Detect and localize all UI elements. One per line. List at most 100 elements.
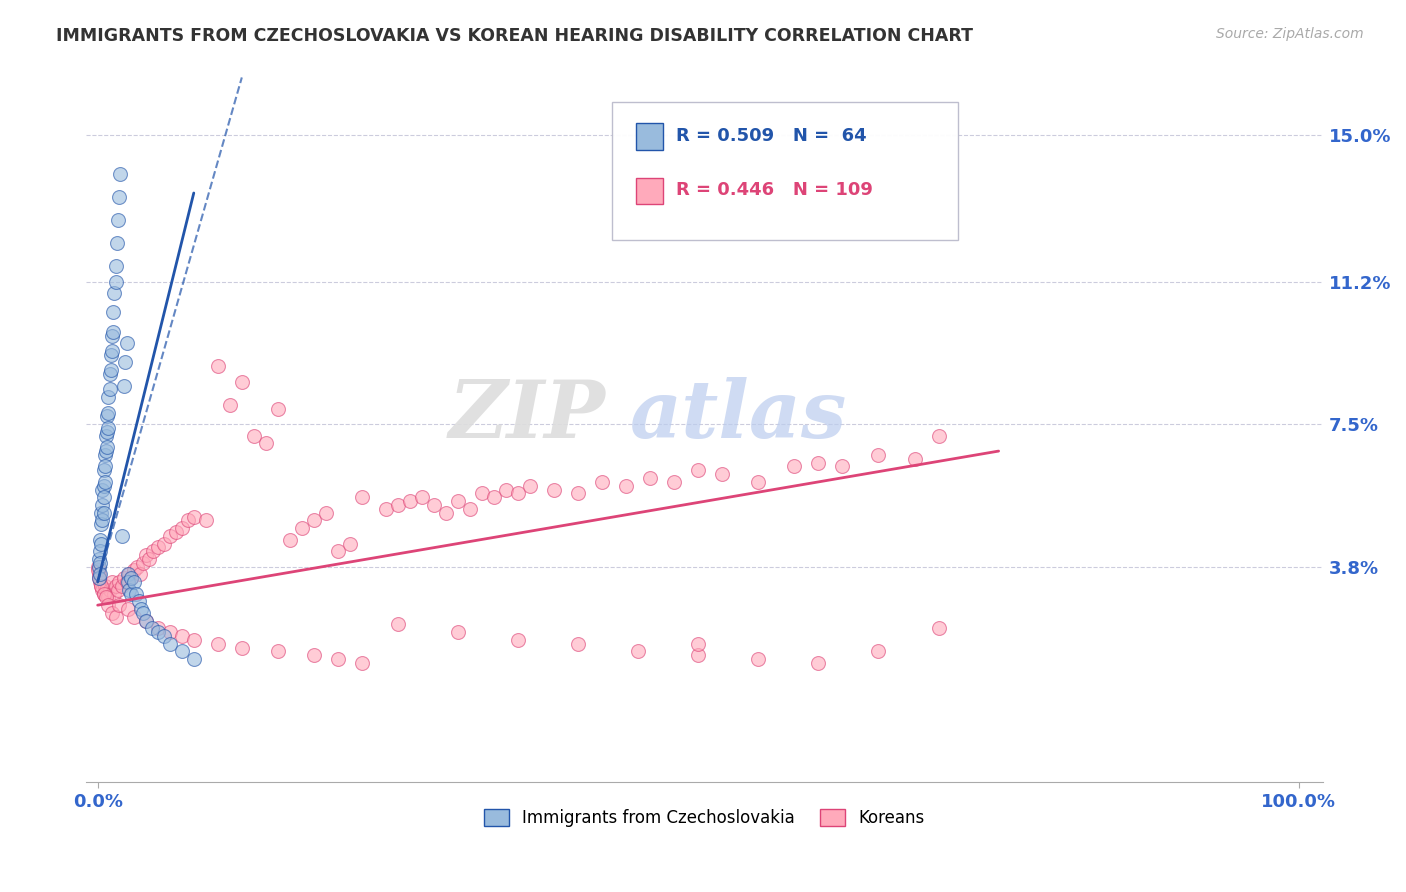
Point: [94, 448, 117, 462]
Point: [506, 486, 529, 500]
Point: [93, 586, 115, 600]
Point: [120, 571, 142, 585]
Point: [152, 629, 174, 643]
Point: [122, 564, 145, 578]
Point: [91, 582, 114, 597]
Point: [183, 652, 205, 666]
Point: [93, 491, 115, 505]
Point: [87, 571, 110, 585]
Point: [117, 602, 139, 616]
Point: [97, 591, 120, 605]
Text: Source: ZipAtlas.com: Source: ZipAtlas.com: [1216, 27, 1364, 41]
Point: [807, 456, 830, 470]
Point: [664, 475, 686, 489]
Point: [543, 483, 565, 497]
Point: [112, 378, 135, 392]
Point: [399, 494, 422, 508]
Point: [118, 582, 141, 597]
Point: [98, 367, 121, 381]
Point: [91, 513, 114, 527]
Point: [267, 644, 290, 658]
Point: [339, 536, 361, 550]
Point: [101, 343, 124, 358]
Point: [135, 614, 157, 628]
Point: [482, 491, 505, 505]
Point: [94, 582, 117, 597]
Point: [96, 440, 118, 454]
Point: [350, 656, 373, 670]
Point: [128, 567, 150, 582]
Point: [326, 652, 349, 666]
Point: [90, 517, 112, 532]
Point: [138, 552, 160, 566]
FancyBboxPatch shape: [637, 178, 664, 204]
Point: [122, 609, 145, 624]
Point: [89, 556, 111, 570]
Point: [183, 509, 205, 524]
Point: [94, 591, 117, 605]
Point: [97, 390, 120, 404]
Text: R = 0.509   N =  64: R = 0.509 N = 64: [676, 127, 866, 145]
Point: [868, 644, 890, 658]
Point: [146, 541, 169, 555]
Point: [194, 513, 217, 527]
Point: [89, 533, 111, 547]
Point: [93, 479, 115, 493]
Point: [93, 586, 115, 600]
Point: [783, 459, 806, 474]
Point: [302, 513, 325, 527]
Point: [89, 575, 111, 590]
Point: [100, 363, 122, 377]
Point: [97, 406, 120, 420]
Point: [127, 559, 149, 574]
Point: [183, 632, 205, 647]
Point: [350, 491, 373, 505]
Point: [101, 328, 124, 343]
Point: [231, 375, 253, 389]
Point: [93, 506, 115, 520]
Legend: Immigrants from Czechoslovakia, Koreans: Immigrants from Czechoslovakia, Koreans: [477, 803, 931, 834]
Point: [120, 571, 142, 585]
Point: [170, 644, 193, 658]
Point: [231, 640, 253, 655]
Point: [471, 486, 494, 500]
Point: [108, 598, 131, 612]
Point: [614, 479, 637, 493]
Point: [96, 586, 118, 600]
Point: [711, 467, 734, 482]
Point: [159, 625, 181, 640]
Point: [423, 498, 446, 512]
Point: [254, 436, 277, 450]
Point: [104, 609, 127, 624]
Point: [86, 564, 108, 578]
Point: [94, 459, 117, 474]
Point: [177, 513, 200, 527]
Point: [207, 359, 229, 374]
Point: [132, 556, 155, 570]
Point: [103, 286, 125, 301]
Point: [447, 494, 470, 508]
Point: [135, 614, 157, 628]
Point: [434, 506, 457, 520]
Point: [100, 348, 122, 362]
Point: [98, 582, 121, 597]
Point: [115, 336, 138, 351]
Point: [868, 448, 890, 462]
Point: [146, 621, 169, 635]
Point: [105, 236, 128, 251]
Point: [108, 575, 131, 590]
Text: ZIP: ZIP: [449, 377, 606, 455]
Point: [111, 529, 134, 543]
Point: [89, 567, 111, 582]
Point: [117, 575, 139, 590]
Point: [104, 275, 127, 289]
Point: [218, 398, 240, 412]
Point: [152, 536, 174, 550]
Point: [387, 498, 409, 512]
Point: [101, 575, 124, 590]
Point: [506, 632, 529, 647]
Point: [278, 533, 301, 547]
Point: [831, 459, 853, 474]
Point: [146, 625, 169, 640]
Point: [519, 479, 541, 493]
